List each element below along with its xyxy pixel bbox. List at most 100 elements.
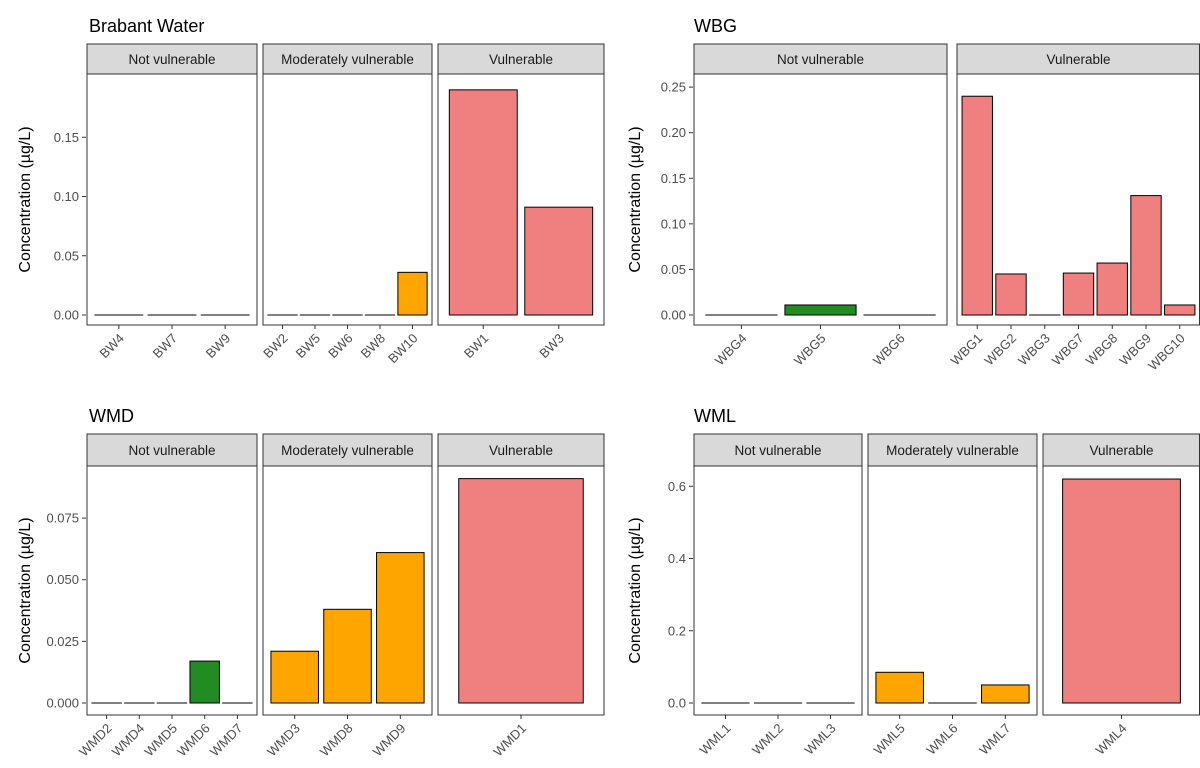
x-tick-label: WMD5 xyxy=(141,721,180,760)
facet-strip-label: Not vulnerable xyxy=(128,52,215,67)
bar-bw1 xyxy=(449,90,517,315)
bar-wbg8 xyxy=(1097,263,1127,315)
chart-3: WMD Concentration (µg/L) 0.000 0.025 0.050 0.… xyxy=(17,406,604,759)
y-tick-label: 0.15 xyxy=(54,130,79,145)
x-tick-label: BW6 xyxy=(325,331,356,362)
x-tick-label: WBG2 xyxy=(981,331,1019,369)
facet-panel xyxy=(87,74,257,325)
y-tick-label: 0.00 xyxy=(54,308,79,323)
facet-not-vulnerable: Not vulnerable WBG4 WBG5 WBG6 xyxy=(694,44,947,368)
facet-strip-label: Not vulnerable xyxy=(777,52,864,67)
x-tick-label: WMD2 xyxy=(76,721,115,760)
chart-title: WML xyxy=(694,406,736,426)
facet-vulnerable: Vulnerable WMD1 xyxy=(438,434,604,759)
bar-wml5 xyxy=(876,672,924,703)
facet-vulnerable: Vulnerable WML4 xyxy=(1043,434,1200,758)
x-tick-label: WBG1 xyxy=(948,331,986,369)
facet-not-vulnerable: Not vulnerable WML1 WML2 WML3 xyxy=(694,434,862,758)
facet-vulnerable: Vulnerable BW1 BW3 xyxy=(438,44,604,361)
facet-strip-label: Not vulnerable xyxy=(734,443,821,458)
x-tick-label: WMD4 xyxy=(109,721,148,760)
bar-wmd9 xyxy=(377,553,425,703)
x-tick-label: WMD9 xyxy=(370,721,409,760)
facet-strip-label: Vulnerable xyxy=(489,443,553,458)
facet-strip-label: Vulnerable xyxy=(1089,443,1153,458)
y-axis-label: Concentration (µg/L) xyxy=(627,517,644,663)
y-tick-label: 0.10 xyxy=(54,189,79,204)
y-tick-label: 0.10 xyxy=(661,216,686,231)
x-tick-label: WMD3 xyxy=(264,721,303,760)
y-tick-label: 0.0 xyxy=(668,696,686,711)
y-tick-label: 0.000 xyxy=(46,696,79,711)
bar-wbg7 xyxy=(1063,273,1093,315)
x-tick-label: WML2 xyxy=(749,721,786,758)
x-tick-label: BW7 xyxy=(150,331,181,362)
x-tick-label: WML4 xyxy=(1092,721,1129,758)
facet-panel xyxy=(694,466,862,715)
facet-strip-label: Vulnerable xyxy=(1046,52,1110,67)
x-tick-label: BW8 xyxy=(358,331,389,362)
bar-wbg5 xyxy=(785,305,856,315)
facet-strip-label: Moderately vulnerable xyxy=(281,443,414,458)
facet-strip-label: Moderately vulnerable xyxy=(281,52,414,67)
x-tick-label: WMD7 xyxy=(207,721,246,760)
y-tick-label: 0.6 xyxy=(668,479,686,494)
y-tick-label: 0.075 xyxy=(46,511,79,526)
x-tick-label: WMD1 xyxy=(490,721,529,760)
bar-wmd6 xyxy=(190,661,219,703)
x-tick-label: WML5 xyxy=(871,721,908,758)
y-axis-label: Concentration (µg/L) xyxy=(17,126,34,272)
y-tick-label: 0.25 xyxy=(661,80,686,95)
bar-bw10 xyxy=(398,272,427,315)
x-tick-label: WML3 xyxy=(801,721,838,758)
x-tick-label: WML6 xyxy=(923,721,960,758)
x-tick-label: WBG8 xyxy=(1083,331,1121,369)
chart-title: WBG xyxy=(694,16,737,36)
x-tick-label: WBG7 xyxy=(1049,331,1087,369)
y-axis-label: Concentration (µg/L) xyxy=(17,517,34,663)
x-tick-label: BW1 xyxy=(461,331,492,362)
bar-wbg9 xyxy=(1131,196,1161,315)
y-tick-label: 0.050 xyxy=(46,572,79,587)
x-tick-label: BW4 xyxy=(96,331,127,362)
bar-wmd8 xyxy=(324,609,372,703)
x-tick-label: BW2 xyxy=(260,331,291,362)
x-tick-label: WBG4 xyxy=(712,331,750,369)
bar-wml7 xyxy=(982,685,1030,703)
x-tick-label: WBG3 xyxy=(1015,331,1053,369)
y-tick-label: 0.025 xyxy=(46,634,79,649)
facet-strip-label: Vulnerable xyxy=(489,52,553,67)
x-tick-label: WBG5 xyxy=(791,331,829,369)
chart-title: Brabant Water xyxy=(89,16,204,36)
facet-strip-label: Moderately vulnerable xyxy=(886,443,1019,458)
x-tick-label: WMD6 xyxy=(174,721,213,760)
x-tick-label: WML1 xyxy=(696,721,733,758)
bar-wbg2 xyxy=(996,274,1026,315)
bar-wml4 xyxy=(1063,479,1181,703)
chart-title: WMD xyxy=(89,406,134,426)
bar-wbg10 xyxy=(1165,305,1195,315)
y-tick-label: 0.15 xyxy=(661,171,686,186)
facet-panel xyxy=(87,466,257,715)
y-tick-label: 0.05 xyxy=(661,262,686,277)
x-tick-label: WML7 xyxy=(976,721,1013,758)
facet-moderately-vulnerable: Moderately vulnerable WML5 WML6 WML7 xyxy=(868,434,1037,758)
x-tick-label: BW5 xyxy=(293,331,324,362)
facet-panel xyxy=(694,74,947,325)
y-tick-label: 0.05 xyxy=(54,248,79,263)
x-tick-label: BW3 xyxy=(536,331,567,362)
bar-bw3 xyxy=(525,207,593,315)
bar-wmd3 xyxy=(271,651,319,703)
bar-wmd1 xyxy=(459,479,584,703)
x-tick-label: WBG10 xyxy=(1145,331,1188,374)
x-tick-label: BW10 xyxy=(385,331,421,367)
x-tick-label: WBG6 xyxy=(870,331,908,369)
